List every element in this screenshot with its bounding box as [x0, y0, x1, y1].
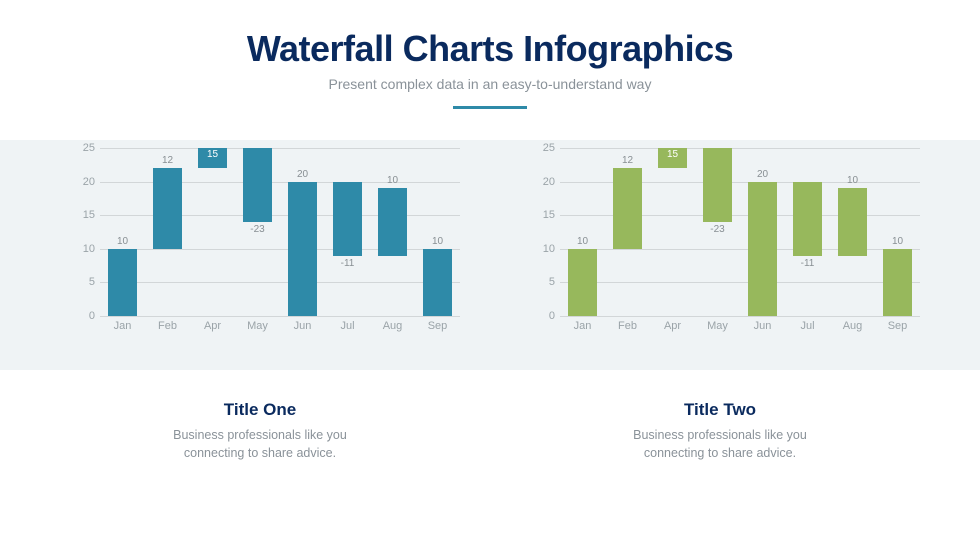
bar-feb [153, 168, 182, 249]
y-tick-label: 15 [65, 209, 95, 221]
caption-two-text: Business professionals like you connecti… [520, 426, 920, 462]
bar-label-feb: 12 [162, 155, 173, 166]
x-tick-label: Jul [340, 320, 354, 332]
grid-line [100, 148, 460, 149]
grid-line [100, 316, 460, 317]
bar-label-jan: 10 [117, 236, 128, 247]
bar-aug [838, 188, 867, 255]
bar-label-may: -23 [250, 224, 264, 235]
y-tick-label: 5 [525, 276, 555, 288]
grid-line [560, 316, 920, 317]
x-tick-label: Apr [664, 320, 681, 332]
bar-label-jul: -11 [801, 258, 815, 269]
x-tick-label: Aug [843, 320, 863, 332]
captions-row: Title One Business professionals like yo… [0, 400, 980, 462]
bar-jan [568, 249, 597, 316]
bar-label-jun: 20 [757, 169, 768, 180]
page-subtitle: Present complex data in an easy-to-under… [0, 76, 980, 92]
bar-label-apr: 15 [667, 149, 678, 160]
bar-jan [108, 249, 137, 316]
bar-sep [883, 249, 912, 316]
charts-row: 10 12 15 -23 20 -11 10 10 Jan Feb Apr May Jun Jul Aug… [0, 148, 980, 338]
chart-two-x-axis: Jan Feb Apr May Jun Jul Aug Sep [560, 320, 920, 338]
caption-two: Title Two Business professionals like yo… [520, 400, 920, 462]
x-tick-label: May [707, 320, 728, 332]
page: Waterfall Charts Infographics Present co… [0, 0, 980, 549]
caption-one-text: Business professionals like you connecti… [60, 426, 460, 462]
y-tick-label: 5 [65, 276, 95, 288]
bar-label-jan: 10 [577, 236, 588, 247]
bar-aug [378, 188, 407, 255]
chart-two-wrap: 10 12 15 -23 20 -11 10 10 Jan Feb Apr May Jun Jul Aug… [520, 148, 920, 338]
bar-may [243, 148, 272, 222]
caption-two-line2: connecting to share advice. [644, 446, 796, 460]
bar-label-may: -23 [710, 224, 724, 235]
x-tick-label: Jul [800, 320, 814, 332]
y-tick-label: 0 [525, 310, 555, 322]
y-tick-label: 20 [525, 176, 555, 188]
title-underline [453, 106, 527, 109]
x-tick-label: Sep [888, 320, 908, 332]
chart-two: 10 12 15 -23 20 -11 10 10 Jan Feb Apr May Jun Jul Aug… [520, 148, 920, 338]
y-tick-label: 0 [65, 310, 95, 322]
y-tick-label: 25 [525, 142, 555, 154]
bar-label-feb: 12 [622, 155, 633, 166]
y-tick-label: 10 [525, 243, 555, 255]
bar-jul [333, 182, 362, 256]
caption-two-line1: Business professionals like you [633, 428, 807, 442]
bar-label-jul: -11 [341, 258, 355, 269]
chart-two-plot: 10 12 15 -23 20 -11 10 10 [560, 148, 920, 316]
bar-label-sep: 10 [432, 236, 443, 247]
x-tick-label: Feb [618, 320, 637, 332]
x-tick-label: Jan [114, 320, 132, 332]
bar-sep [423, 249, 452, 316]
x-tick-label: Jun [294, 320, 312, 332]
x-tick-label: Jan [574, 320, 592, 332]
caption-one-line2: connecting to share advice. [184, 446, 336, 460]
bar-may [703, 148, 732, 222]
bar-label-aug: 10 [387, 175, 398, 186]
bar-jun [288, 182, 317, 316]
header: Waterfall Charts Infographics Present co… [0, 0, 980, 109]
caption-one-line1: Business professionals like you [173, 428, 347, 442]
x-tick-label: Feb [158, 320, 177, 332]
y-tick-label: 10 [65, 243, 95, 255]
grid-line [100, 282, 460, 283]
x-tick-label: Aug [383, 320, 403, 332]
y-tick-label: 20 [65, 176, 95, 188]
chart-one: 10 12 15 -23 20 -11 10 10 Jan Feb Apr May Jun Jul Aug… [60, 148, 460, 338]
bar-jul [793, 182, 822, 256]
x-tick-label: Apr [204, 320, 221, 332]
bar-label-aug: 10 [847, 175, 858, 186]
bar-label-jun: 20 [297, 169, 308, 180]
bar-label-apr: 15 [207, 149, 218, 160]
caption-one: Title One Business professionals like yo… [60, 400, 460, 462]
bar-label-sep: 10 [892, 236, 903, 247]
chart-one-plot: 10 12 15 -23 20 -11 10 10 [100, 148, 460, 316]
x-tick-label: Sep [428, 320, 448, 332]
chart-one-wrap: 10 12 15 -23 20 -11 10 10 Jan Feb Apr May Jun Jul Aug… [60, 148, 460, 338]
caption-one-title: Title One [60, 400, 460, 420]
page-title: Waterfall Charts Infographics [0, 28, 980, 70]
x-tick-label: Jun [754, 320, 772, 332]
caption-two-title: Title Two [520, 400, 920, 420]
y-tick-label: 25 [65, 142, 95, 154]
y-tick-label: 15 [525, 209, 555, 221]
grid-line [560, 148, 920, 149]
bar-jun [748, 182, 777, 316]
grid-line [560, 282, 920, 283]
bar-feb [613, 168, 642, 249]
x-tick-label: May [247, 320, 268, 332]
chart-one-x-axis: Jan Feb Apr May Jun Jul Aug Sep [100, 320, 460, 338]
